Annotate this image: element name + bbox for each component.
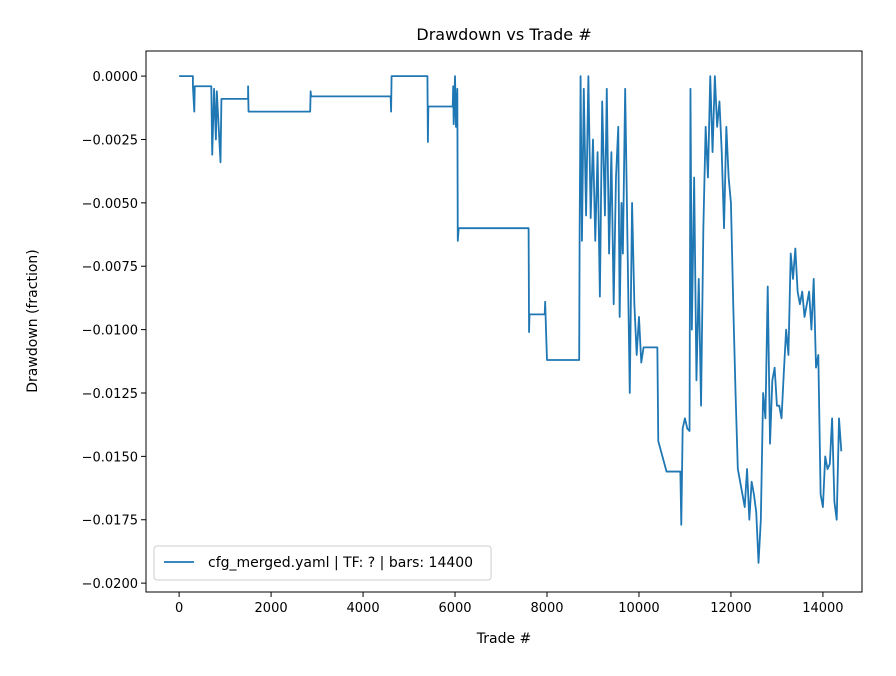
y-tick-label: −0.0075 [82, 260, 138, 275]
y-tick-label: −0.0175 [82, 514, 138, 529]
y-tick-label: −0.0025 [82, 133, 138, 148]
x-tick-label: 0 [175, 601, 183, 616]
y-tick-label: −0.0050 [82, 197, 138, 212]
x-tick-label: 10000 [618, 601, 659, 616]
x-tick-label: 12000 [710, 601, 751, 616]
y-tick-label: −0.0100 [82, 324, 138, 339]
y-axis-label: Drawdown (fraction) [25, 249, 41, 393]
y-tick-label: −0.0200 [82, 577, 138, 592]
y-tick-label: −0.0150 [82, 450, 138, 465]
x-tick-label: 14000 [802, 601, 843, 616]
chart-title: Drawdown vs Trade # [416, 25, 591, 44]
y-tick-label: 0.0000 [93, 70, 139, 85]
legend-label: cfg_merged.yaml | TF: ? | bars: 14400 [208, 555, 473, 571]
x-tick-label: 2000 [255, 601, 288, 616]
x-tick-label: 8000 [530, 601, 563, 616]
legend-box [153, 545, 492, 581]
plot-frame [145, 50, 863, 593]
x-tick-label: 6000 [438, 601, 471, 616]
x-tick-label: 4000 [347, 601, 380, 616]
y-tick-label: −0.0125 [82, 387, 138, 402]
x-axis-label: Trade # [476, 631, 532, 647]
line-series [179, 75, 843, 564]
